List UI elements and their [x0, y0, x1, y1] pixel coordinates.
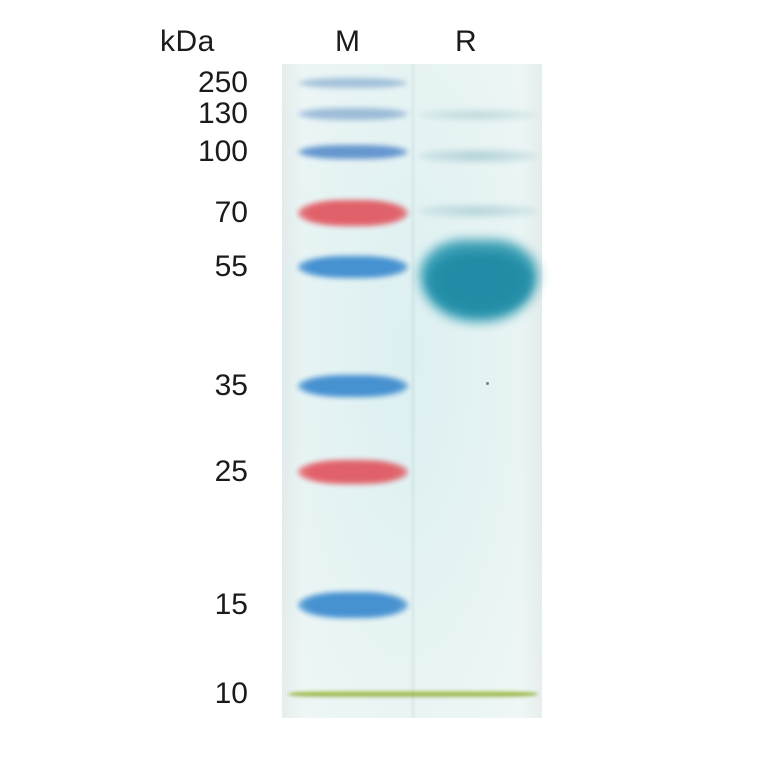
marker-band-250 [298, 78, 408, 88]
kda-label-70: 70 [168, 196, 248, 230]
kda-label-130: 130 [168, 97, 248, 131]
axis-unit-label: kDa [160, 25, 215, 59]
sample-faint-band-2 [418, 205, 538, 217]
kda-label-55: 55 [168, 250, 248, 284]
sample-faint-band-1 [418, 150, 538, 162]
kda-label-15: 15 [168, 588, 248, 622]
sample-faint-band-0 [418, 110, 538, 120]
gel-figure: kDa M R 250130 100 70 55 35 25 15 10 [0, 0, 764, 764]
kda-label-10: 10 [168, 677, 248, 711]
marker-band-70 [298, 200, 408, 226]
kda-label-250: 250 [168, 66, 248, 100]
marker-band-15 [298, 592, 408, 618]
speck-0 [486, 382, 489, 385]
marker-band-55 [298, 256, 408, 278]
marker-band-100 [298, 145, 408, 159]
marker-band-35 [298, 375, 408, 397]
dye-front [288, 690, 538, 698]
marker-band-25 [298, 460, 408, 484]
kda-label-25: 25 [168, 455, 248, 489]
kda-label-100: 100 [168, 135, 248, 169]
lane-label-r: R [455, 25, 477, 59]
kda-label-35: 35 [168, 369, 248, 403]
lane-label-m: M [335, 25, 361, 59]
lane-seam [410, 64, 416, 718]
marker-band-130 [298, 108, 408, 120]
